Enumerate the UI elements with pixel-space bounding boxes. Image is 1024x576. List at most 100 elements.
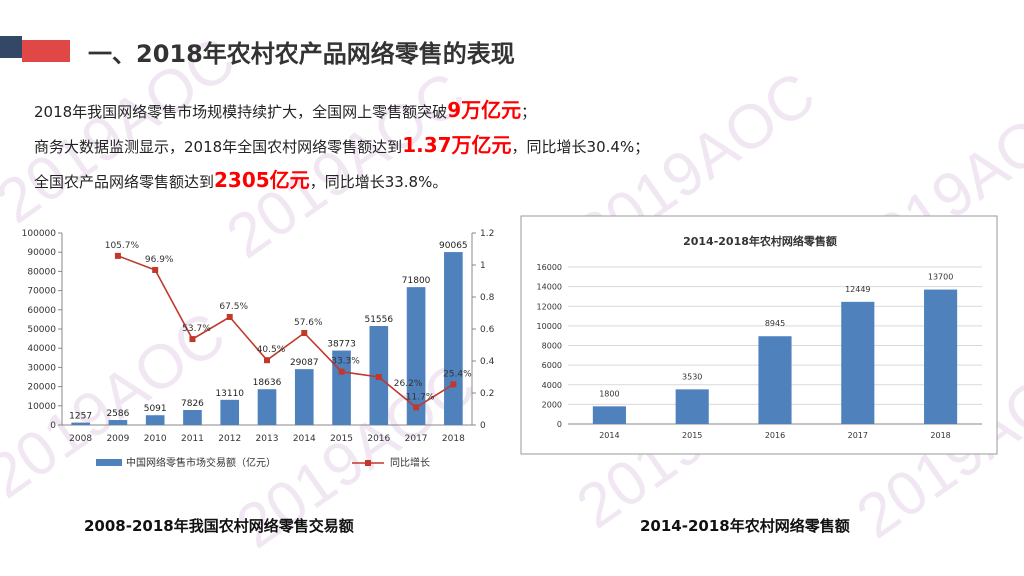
bar-value-label: 90065	[439, 241, 468, 251]
bar	[108, 420, 128, 425]
bar	[183, 409, 202, 425]
x-tick-label: 2018	[442, 434, 465, 444]
bar-value-label: 51556	[364, 315, 393, 325]
y-tick-label: 80000	[27, 267, 56, 277]
bar	[592, 406, 626, 424]
bar	[758, 336, 792, 424]
y-tick-label: 30000	[27, 363, 56, 373]
x-tick-label: 2009	[106, 434, 129, 444]
legend-bar-label: 中国网络零售市场交易额（亿元）	[126, 456, 276, 469]
y-tick-label: 40000	[27, 344, 56, 354]
y2-tick-label: 0	[480, 421, 486, 431]
growth-label: 40.5%	[257, 345, 286, 355]
y-tick-label: 6000	[542, 361, 562, 370]
growth-label: 53.7%	[182, 324, 211, 334]
legend-bar-swatch	[96, 459, 122, 466]
paragraph-2: 商务大数据监测显示，2018年全国农村网络零售额达到1.37万亿元，同比增长30…	[34, 129, 649, 158]
legend-line-label: 同比增长	[390, 456, 430, 469]
y-tick-label: 4000	[542, 381, 562, 390]
y2-tick-label: 0.4	[480, 357, 495, 367]
bar-value-label: 1800	[599, 389, 619, 398]
right-chart-caption: 2014-2018年农村网络零售额	[640, 517, 850, 535]
bar-value-label: 3530	[682, 372, 702, 381]
growth-label: 96.9%	[145, 255, 174, 265]
bar	[444, 252, 463, 425]
growth-label: 26.2%	[394, 379, 423, 389]
bar	[220, 399, 240, 425]
growth-label: 33.3%	[331, 357, 360, 367]
bar	[841, 301, 875, 424]
bar-value-label: 2586	[106, 409, 129, 419]
title-accent-red	[22, 40, 70, 62]
bar	[406, 287, 426, 425]
highlight-value: 1.37万亿元	[402, 133, 512, 157]
growth-point	[450, 381, 457, 388]
y-tick-label: 70000	[27, 287, 56, 297]
highlight-value: 9万亿元	[447, 98, 522, 122]
growth-point	[189, 336, 196, 343]
y-tick-label: 0	[50, 421, 56, 431]
x-tick-label: 2013	[256, 434, 279, 444]
x-tick-label: 2018	[930, 431, 950, 440]
x-tick-label: 2012	[218, 434, 241, 444]
x-tick-label: 2011	[181, 434, 204, 444]
y-tick-label: 0	[557, 420, 562, 429]
x-tick-label: 2016	[765, 431, 785, 440]
bar	[332, 350, 351, 425]
page-title: 一、2018年农村农产品网络零售的表现	[88, 40, 515, 68]
growth-label: 105.7%	[105, 241, 140, 251]
growth-point	[301, 330, 308, 336]
y2-tick-label: 0.6	[480, 325, 495, 335]
growth-label: 67.5%	[219, 302, 248, 312]
growth-point	[375, 374, 382, 380]
y-tick-label: 12000	[537, 302, 562, 311]
growth-point	[226, 314, 233, 320]
growth-label: 57.6%	[294, 318, 323, 328]
paragraph-text: 商务大数据监测显示，2018年全国农村网络零售额达到	[34, 138, 403, 156]
bar-value-label: 1257	[69, 412, 92, 422]
x-tick-label: 2015	[330, 434, 353, 444]
bar-value-label: 71800	[402, 276, 431, 286]
growth-point	[413, 404, 420, 411]
growth-point	[264, 357, 270, 364]
bar	[145, 415, 165, 425]
y-tick-label: 100000	[22, 229, 57, 239]
x-tick-label: 2015	[682, 431, 702, 440]
paragraph-text: 全国农产品网络零售额达到	[34, 173, 215, 191]
x-tick-label: 2014	[599, 431, 619, 440]
x-tick-label: 2017	[848, 431, 868, 440]
y-tick-label: 2000	[542, 400, 562, 409]
bar-value-label: 12449	[845, 285, 870, 294]
highlight-value: 2305亿元	[214, 168, 310, 192]
growth-point	[338, 368, 345, 375]
growth-point	[114, 252, 121, 259]
y-tick-label: 10000	[27, 402, 56, 412]
bar	[294, 369, 314, 425]
growth-line	[117, 255, 454, 409]
bar-value-label: 13700	[928, 273, 953, 282]
combo-chart: 0 10000 20000 30000 40000 50000 60000 70000 8000…	[22, 229, 495, 469]
y-tick-label: 16000	[537, 263, 562, 272]
paragraph-1: 2018年我国网络零售市场规模持续扩大，全国网上零售额突破9万亿元；	[34, 94, 536, 123]
x-tick-label: 2010	[144, 434, 167, 444]
bar-value-label: 7826	[181, 399, 204, 409]
bar	[675, 389, 709, 424]
bar-chart: 2014-2018年农村网络零售额 0 2000 4000 6000 8000 10000 1…	[520, 215, 998, 455]
chart-title: 2014-2018年农村网络零售额	[683, 234, 837, 248]
paragraph-text: 2018年我国网络零售市场规模持续扩大，全国网上零售额突破	[34, 103, 448, 121]
legend-line-marker	[365, 460, 371, 466]
paragraph-3: 全国农产品网络零售额达到2305亿元，同比增长33.8%。	[34, 164, 447, 193]
y-tick-label: 10000	[537, 322, 562, 331]
bar	[71, 422, 90, 425]
paragraph-text: ，同比增长30.4%；	[511, 138, 650, 156]
growth-label: 11.7%	[406, 392, 435, 402]
y2-tick-label: 0.8	[480, 293, 495, 303]
growth-label: 25.4%	[443, 369, 472, 379]
paragraph-text: ；	[521, 103, 537, 121]
paragraph-text: ，同比增长33.8%。	[309, 173, 448, 191]
bar	[924, 289, 958, 424]
bar-value-label: 13110	[215, 389, 244, 399]
x-tick-label: 2017	[405, 434, 428, 444]
x-tick-label: 2016	[367, 434, 390, 444]
y2-tick-label: 1	[480, 261, 486, 271]
